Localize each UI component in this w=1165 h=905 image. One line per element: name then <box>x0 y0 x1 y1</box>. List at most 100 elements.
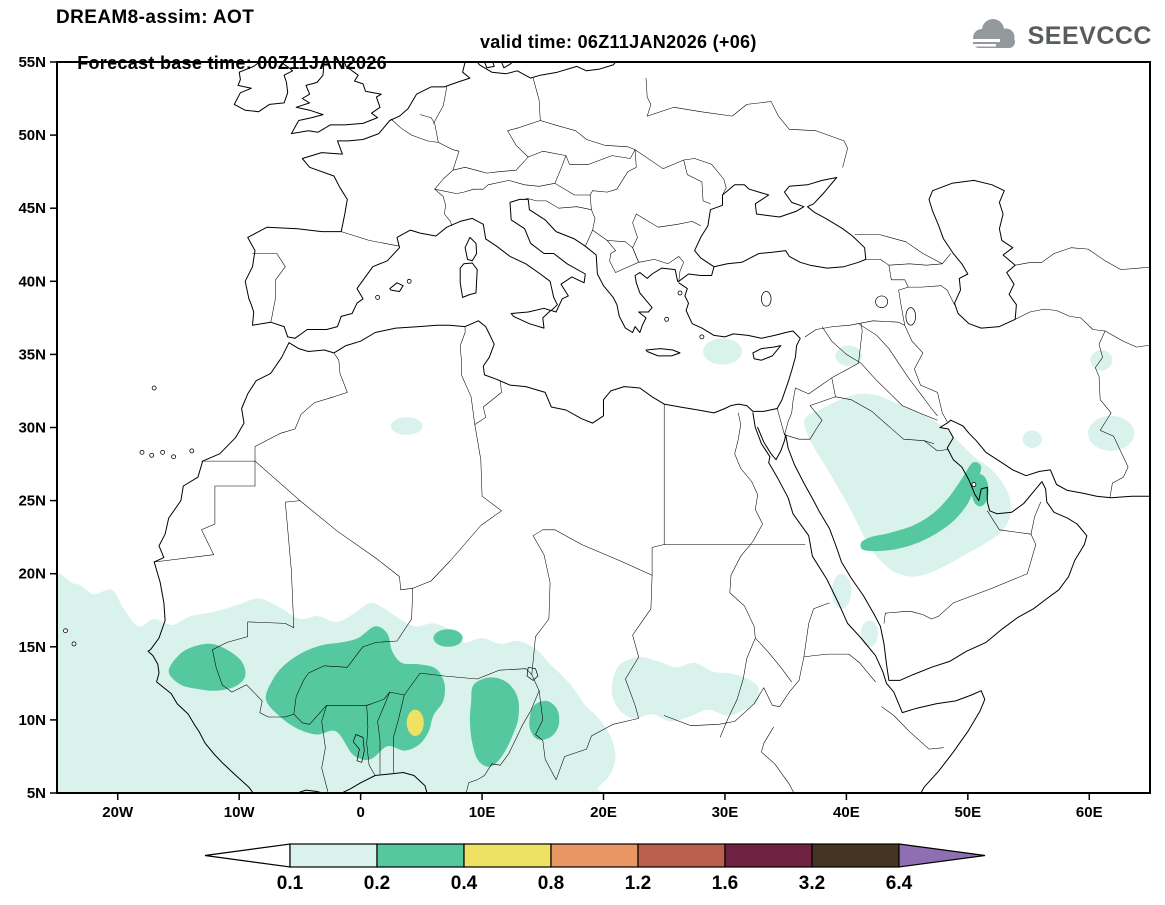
country-border <box>645 77 652 117</box>
rivers <box>719 323 938 738</box>
country-border <box>803 653 876 683</box>
country-border <box>888 263 943 266</box>
seevccc-logo: SEEVCCC <box>968 16 1152 57</box>
aot-fill-0.2-0.4-3 <box>529 700 560 740</box>
cloud-icon <box>968 16 1020 57</box>
country-border <box>340 231 400 247</box>
coastline <box>928 179 1017 329</box>
small-island <box>406 278 412 284</box>
country-border <box>540 120 636 150</box>
coastline <box>147 342 290 793</box>
country-borders <box>153 77 1150 793</box>
lat-label-55N: 55N <box>18 54 46 71</box>
country-border <box>803 602 830 658</box>
country-border <box>532 77 541 121</box>
country-border <box>904 324 948 422</box>
coastline <box>678 177 867 282</box>
aot-fill-0.1-0.2-spot-5 <box>1022 430 1042 448</box>
country-border <box>987 510 1032 535</box>
lon-label-0: 0 <box>356 804 364 821</box>
coastline <box>340 772 428 793</box>
country-border <box>784 387 796 436</box>
country-border <box>531 535 551 675</box>
country-border <box>419 114 439 143</box>
lake <box>875 295 889 308</box>
lake <box>761 291 772 307</box>
country-border <box>625 574 653 719</box>
colorbar-label-1.2: 1.2 <box>625 873 651 894</box>
country-border <box>293 705 327 725</box>
coastline <box>288 320 778 424</box>
lake <box>526 666 539 681</box>
country-border <box>589 194 616 273</box>
small-island <box>189 448 195 454</box>
coastline <box>483 62 495 69</box>
aot-fill-0.1-0.2-spot-1 <box>703 338 742 365</box>
colorbar: 0.1 0.2 0.4 0.8 1.2 1.6 3.2 6.4 <box>204 843 986 894</box>
colorbar-label-0.1: 0.1 <box>277 873 304 894</box>
country-border <box>527 149 636 165</box>
colorbar-segment-0.8-1.2 <box>550 843 639 868</box>
country-border <box>531 674 540 691</box>
lat-label-50N: 50N <box>18 127 46 144</box>
country-border <box>854 234 952 265</box>
country-border <box>632 213 639 263</box>
colorbar-segment-0.1-0.2 <box>289 843 378 868</box>
coastline <box>752 345 782 361</box>
country-border <box>153 460 256 563</box>
coastline <box>678 282 801 409</box>
map-area <box>57 62 1150 793</box>
valid-time: valid time: 06Z11JAN2026 (+06) <box>480 32 757 52</box>
lat-label-30N: 30N <box>18 420 46 437</box>
country-border <box>908 285 955 305</box>
lat-label-10N: 10N <box>18 712 46 729</box>
coastline <box>752 412 986 793</box>
colorbar-arrow-left <box>204 843 291 868</box>
colorbar-segment-0.2-0.4 <box>376 843 465 868</box>
country-border <box>554 155 567 184</box>
logo-text: SEEVCCC <box>1027 22 1152 50</box>
lat-label-20N: 20N <box>18 566 46 583</box>
aot-fill-0.4-0.8-spot-0 <box>406 709 424 736</box>
country-border <box>459 326 476 425</box>
country-border <box>638 256 684 282</box>
river <box>821 326 938 421</box>
coastline <box>464 236 478 262</box>
country-border <box>433 86 448 124</box>
aot-fill-0.2-0.4-2 <box>469 677 519 767</box>
lon-label-40E: 40E <box>833 804 860 821</box>
country-border <box>885 588 993 620</box>
lat-label-45N: 45N <box>18 200 46 217</box>
aot-fill-0.2-0.4-4 <box>860 461 982 552</box>
country-border <box>683 159 711 205</box>
country-border <box>412 510 502 589</box>
country-border <box>404 668 533 696</box>
country-border <box>554 183 591 196</box>
lon-label-10W: 10W <box>224 804 256 821</box>
colorbar-arrow-right <box>898 843 986 868</box>
country-border <box>991 501 1041 589</box>
lake <box>905 307 916 326</box>
small-island <box>677 290 683 296</box>
country-border <box>634 149 712 169</box>
colorbar-label-3.2: 3.2 <box>799 873 825 894</box>
lon-label-20W: 20W <box>102 804 134 821</box>
coastline <box>233 62 294 113</box>
aot-fill-0.2-0.4-spot-0 <box>433 629 463 647</box>
aot-fill-0.2-0.4-0 <box>168 643 246 691</box>
country-border <box>585 229 593 247</box>
country-border <box>881 706 944 750</box>
chart-title: DREAM8-assim: AOT <box>56 7 255 28</box>
country-border <box>663 656 805 726</box>
small-island <box>971 482 977 487</box>
lat-label-5N: 5N <box>27 785 46 802</box>
country-border <box>636 213 701 228</box>
coastline <box>389 282 404 292</box>
country-border <box>1095 330 1129 498</box>
country-border <box>366 705 376 776</box>
country-border <box>535 690 639 781</box>
country-border <box>646 101 848 168</box>
country-border <box>1014 308 1106 332</box>
country-border <box>252 253 286 323</box>
small-island <box>664 316 670 322</box>
